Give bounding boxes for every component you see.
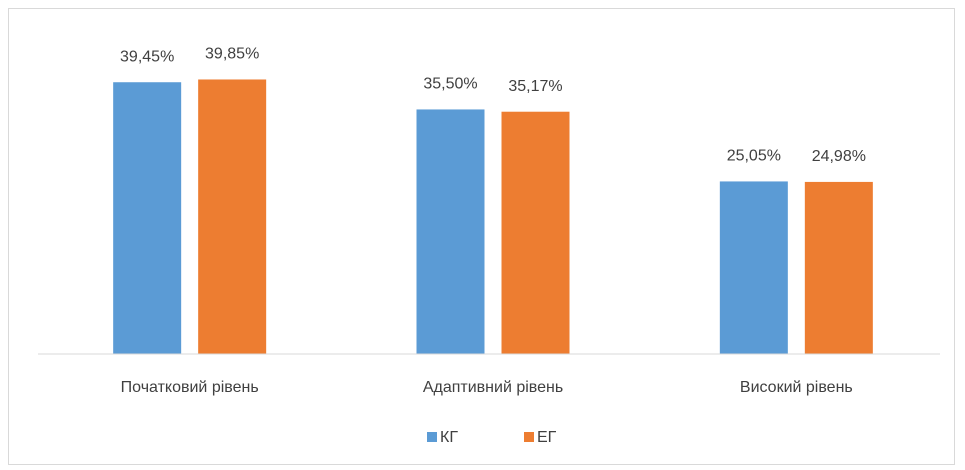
legend-label: ЕГ — [537, 429, 557, 446]
x-tick-label: Адаптивний рівень — [423, 379, 563, 396]
bar — [501, 111, 570, 355]
bar — [416, 109, 485, 354]
bar — [804, 181, 873, 354]
value-label: 39,85% — [205, 46, 259, 63]
x-tick-label: Високий рівень — [740, 379, 853, 396]
x-tick-label: Початковий рівень — [121, 379, 259, 396]
value-label: 24,98% — [812, 148, 866, 165]
bar — [113, 82, 182, 354]
value-label: 39,45% — [120, 48, 174, 65]
legend-swatch — [524, 432, 534, 442]
bar — [198, 79, 267, 354]
value-label: 25,05% — [727, 148, 781, 165]
legend-label: КГ — [440, 429, 458, 446]
bar — [719, 181, 788, 354]
legend-swatch — [427, 432, 437, 442]
value-label: 35,17% — [508, 78, 562, 95]
value-label: 35,50% — [423, 76, 477, 93]
